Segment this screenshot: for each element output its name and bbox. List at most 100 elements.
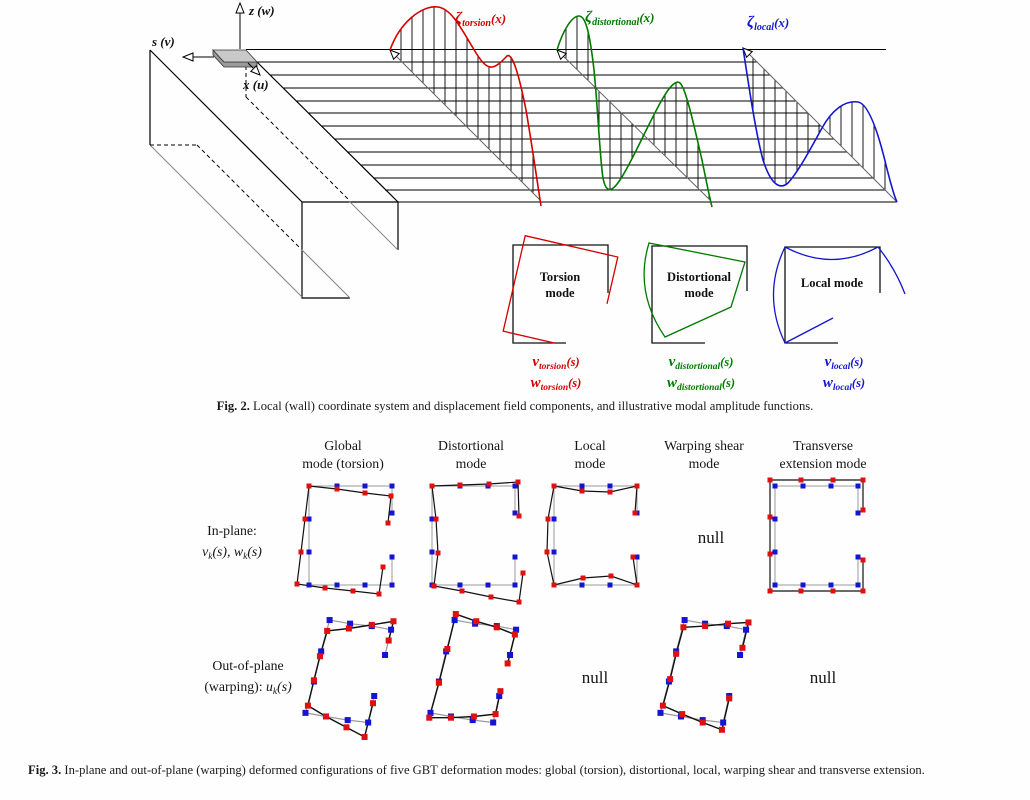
distortional-baseline [556, 49, 711, 201]
z-axis-arrow-icon [235, 1, 245, 14]
undeformed-node [607, 582, 613, 588]
local-mode-title: Local mode [801, 276, 864, 290]
undeformed-node [513, 626, 520, 633]
undeformed-node [485, 582, 491, 588]
undeformed-node [389, 554, 395, 560]
local-amplitude-curve [742, 47, 898, 203]
deformed-node [459, 588, 465, 594]
deformed-node [608, 573, 614, 579]
deformed-shape [546, 485, 638, 586]
undeformed-node [772, 582, 778, 588]
cell-local-in-plane [544, 483, 640, 588]
undeformed-node [855, 554, 861, 560]
s-axis-label: s (v) [151, 34, 175, 49]
undeformed-node [306, 516, 312, 522]
x-axis-arrow-icon [249, 64, 261, 76]
deformed-node [306, 483, 312, 489]
undeformed-section [784, 246, 881, 344]
undeformed-node [429, 549, 435, 555]
z-axis-label: z (w) [248, 3, 275, 18]
deformed-node [860, 507, 866, 513]
undeformed-node [451, 617, 458, 624]
deformed-node [632, 510, 638, 516]
undeformed-node [551, 549, 557, 555]
undeformed-node [457, 582, 463, 588]
deformed-shape [296, 485, 392, 595]
undeformed-node [512, 554, 518, 560]
deformed-node [334, 486, 340, 492]
wall-element-plate [212, 48, 258, 68]
deformed-node [798, 588, 804, 594]
distortional-mode-diagram [643, 242, 748, 344]
deformed-node [551, 582, 557, 588]
undeformed-shape [304, 619, 392, 724]
undeformed-node [496, 692, 503, 700]
deformed-node [634, 582, 640, 588]
deformed-node [433, 516, 439, 522]
undeformed-node [512, 510, 518, 516]
deformed-node [492, 711, 499, 718]
local-amplitude-label: ζlocal(x) [747, 14, 789, 33]
deformed-node [302, 516, 308, 522]
deformed-node [388, 493, 394, 499]
undeformed-node [371, 692, 378, 700]
torsion-amplitude-label: ζtorsion(x) [455, 10, 506, 29]
undeformed-shape [429, 619, 517, 724]
deformed-node [667, 676, 674, 683]
x-axis [247, 62, 254, 69]
deformed-node [343, 724, 350, 731]
undeformed-node [388, 626, 395, 633]
deformed-shape [662, 621, 750, 731]
deformed-node [452, 611, 459, 618]
deformed-node [659, 702, 666, 709]
deformed-node [679, 711, 686, 718]
deformed-node [447, 714, 454, 721]
deformed-node [830, 588, 836, 594]
deformed-node [767, 588, 773, 594]
deformed-node [316, 653, 323, 660]
cell-global-in-plane [294, 483, 395, 597]
undeformed-node [362, 582, 368, 588]
deformed-node [516, 599, 522, 605]
deformed-node [702, 623, 709, 630]
undeformed-node [720, 719, 727, 726]
null-cell-transverse-out-of-plane: null [809, 668, 837, 687]
undeformed-node [318, 648, 325, 655]
distortional-hatch-region [557, 16, 712, 207]
undeformed-node [772, 483, 778, 489]
undeformed-shape [774, 485, 859, 586]
undeformed-node [347, 620, 354, 627]
deformed-node [429, 483, 435, 489]
cell-transverse-in-plane [767, 477, 866, 594]
torsion-baseline [389, 49, 541, 201]
undeformed-node [579, 483, 585, 489]
deformed-node [504, 660, 511, 667]
deformed-node [520, 570, 526, 576]
undeformed-node [855, 483, 861, 489]
fig3-column-header-warping-shear: Warping shear mode [664, 438, 744, 471]
cell-warping-shear-out-of-plane [657, 617, 752, 733]
undeformed-node [800, 582, 806, 588]
undeformed-node [772, 549, 778, 555]
torsion-v-label: vtorsion(s) [532, 354, 579, 372]
deformed-node [724, 620, 732, 627]
deformed-node [580, 575, 586, 581]
undeformed-node [334, 483, 340, 489]
deformed-node [493, 624, 500, 631]
torsion-amplitude-curve [389, 6, 542, 207]
deformed-node [551, 483, 557, 489]
deformed-node [699, 719, 706, 726]
undeformed-node [855, 582, 861, 588]
undeformed-shape [431, 485, 516, 586]
deformed-node [473, 618, 480, 625]
distortional-amplitude-plot [556, 15, 713, 208]
undeformed-section [512, 244, 609, 344]
deformed-node [634, 483, 640, 489]
fig3-column-header-transverse-extension: Transverse extension mode [779, 438, 867, 471]
fig2-caption: Fig. 2. Local (wall) coordinate system a… [216, 399, 814, 413]
deformed-shape [769, 479, 864, 592]
deformed-node [431, 583, 437, 589]
undeformed-node [800, 483, 806, 489]
deformed-node [294, 581, 300, 587]
deformed-node [435, 679, 442, 686]
